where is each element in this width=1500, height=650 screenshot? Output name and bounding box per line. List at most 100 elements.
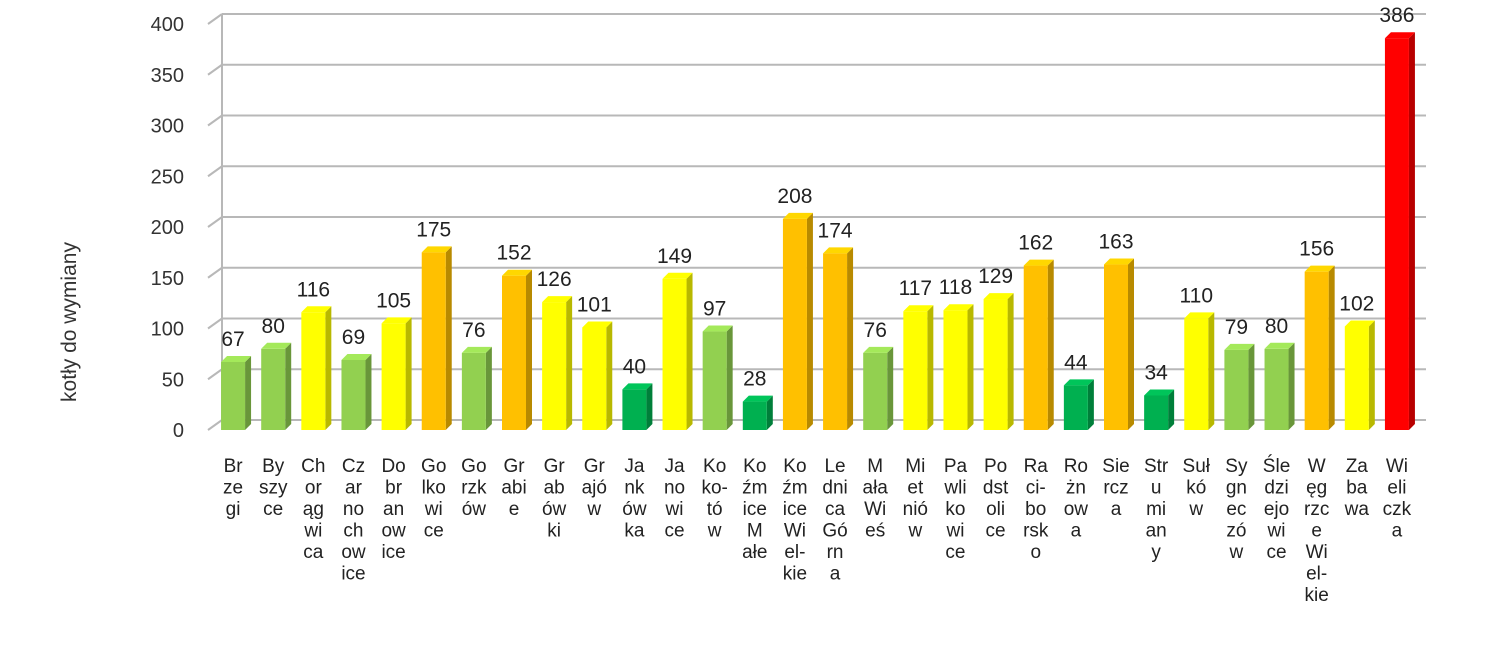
- bar-side: [485, 346, 492, 430]
- category-label-line: Sy: [1225, 456, 1248, 477]
- bar: [662, 272, 693, 430]
- bar-front: [622, 389, 647, 430]
- bar-top: [582, 321, 613, 328]
- bar-side: [1087, 379, 1094, 430]
- bar-side: [1408, 32, 1415, 431]
- category-label-line: no: [343, 499, 364, 520]
- category-label-line: Po: [984, 456, 1007, 477]
- bar-top: [1264, 342, 1295, 349]
- bar-side: [526, 269, 532, 430]
- bar-top: [1144, 389, 1175, 396]
- y-tick-label: 0: [173, 420, 184, 442]
- category-label: By szy ce: [259, 456, 288, 520]
- category-label-line: ce: [424, 521, 444, 542]
- category-label-line: ow: [381, 521, 406, 542]
- data-label: 34: [1144, 361, 1168, 384]
- category-label-line: ce: [664, 521, 684, 542]
- bar: [823, 247, 854, 430]
- bar-side: [1007, 293, 1014, 430]
- y-tick-label: 200: [151, 217, 184, 239]
- bar: [903, 305, 934, 430]
- category-label-line: Do: [381, 456, 405, 477]
- gridline-depth: [207, 368, 223, 381]
- data-label: 152: [496, 242, 531, 265]
- bar-side: [927, 305, 934, 430]
- bar-front: [381, 323, 406, 430]
- category-label-line: zó: [1226, 521, 1246, 542]
- bar-side: [1248, 343, 1255, 430]
- category-label: Ko źm ice Wi el-kie: [782, 456, 807, 585]
- bar-front: [823, 253, 848, 430]
- category-label-line: ci-: [1026, 478, 1046, 499]
- category-label-line: wi: [303, 521, 322, 542]
- category-label-line: rcz: [1103, 478, 1128, 499]
- category-label: Wi eli czk a: [1383, 456, 1412, 542]
- gridline-depth: [207, 266, 223, 279]
- category-label-line: dni: [822, 478, 847, 499]
- category-label: Ro żn ow a: [1064, 456, 1089, 542]
- category-label-line: wli: [943, 478, 966, 499]
- data-label: 105: [376, 289, 411, 312]
- category-label-line: eli: [1387, 478, 1406, 499]
- gridline-depth: [207, 13, 223, 25]
- category-label-line: a: [830, 564, 841, 585]
- data-label: 118: [939, 276, 972, 299]
- bar: [542, 296, 573, 430]
- bar-side: [1288, 342, 1295, 430]
- category-label-line: ko-: [701, 478, 727, 499]
- category-label-line: Ra: [1024, 456, 1049, 477]
- data-label: 174: [818, 219, 853, 242]
- category-label-line: Wi: [864, 499, 886, 520]
- bar-top: [461, 346, 492, 353]
- category-label-line: ce: [945, 542, 965, 563]
- bar-top: [943, 304, 974, 311]
- category-label-line: o: [1030, 542, 1041, 563]
- category-label-line: W: [1308, 456, 1326, 477]
- bar-top: [502, 269, 532, 276]
- category-label-line: Ro: [1064, 456, 1088, 477]
- bar-side: [887, 346, 894, 430]
- bar: [702, 325, 733, 430]
- bar-side: [766, 395, 773, 430]
- bars: [221, 32, 1415, 431]
- gridline-depth: [207, 317, 223, 330]
- category-label: Le dni ca Gó rn a: [822, 456, 847, 585]
- data-label: 208: [777, 185, 812, 208]
- bar-top: [1224, 343, 1255, 350]
- category-label-line: ko: [945, 499, 965, 520]
- bar: [582, 321, 613, 430]
- bar-top: [261, 342, 292, 349]
- category-label-line: źm: [782, 478, 807, 499]
- bar: [1144, 389, 1175, 430]
- category-label-line: wi: [424, 499, 443, 520]
- bar: [622, 383, 653, 430]
- bar: [742, 395, 773, 430]
- bar-top: [1184, 312, 1215, 319]
- bar-front: [702, 331, 727, 430]
- bar-top: [221, 355, 252, 362]
- category-label-line: Wi: [1306, 542, 1328, 563]
- category-label-line: ze: [223, 478, 243, 499]
- category-label-line: Śle: [1263, 455, 1290, 477]
- category-label: Str u mi an y: [1144, 456, 1169, 563]
- bar: [1184, 312, 1215, 430]
- category-label: Go lko wi ce: [421, 456, 446, 542]
- category-label: Gr ab ów ki: [542, 456, 567, 542]
- bar: [943, 304, 974, 430]
- bar: [863, 346, 894, 430]
- category-label-line: Ja: [624, 456, 645, 477]
- bar: [1063, 379, 1094, 430]
- category-label: Ko ko-tó w: [701, 456, 727, 542]
- bar: [1304, 265, 1335, 430]
- bar: [341, 353, 372, 430]
- data-label: 116: [297, 278, 330, 301]
- category-label-line: M: [867, 456, 883, 477]
- category-label: Ch or ąg wi ca: [301, 456, 325, 563]
- category-label-line: kó: [1186, 478, 1206, 499]
- category-label-line: Go: [421, 456, 446, 477]
- bar: [502, 269, 532, 430]
- data-label: 162: [1018, 232, 1053, 255]
- category-label-line: M: [747, 521, 763, 542]
- category-label-line: Ch: [301, 456, 325, 477]
